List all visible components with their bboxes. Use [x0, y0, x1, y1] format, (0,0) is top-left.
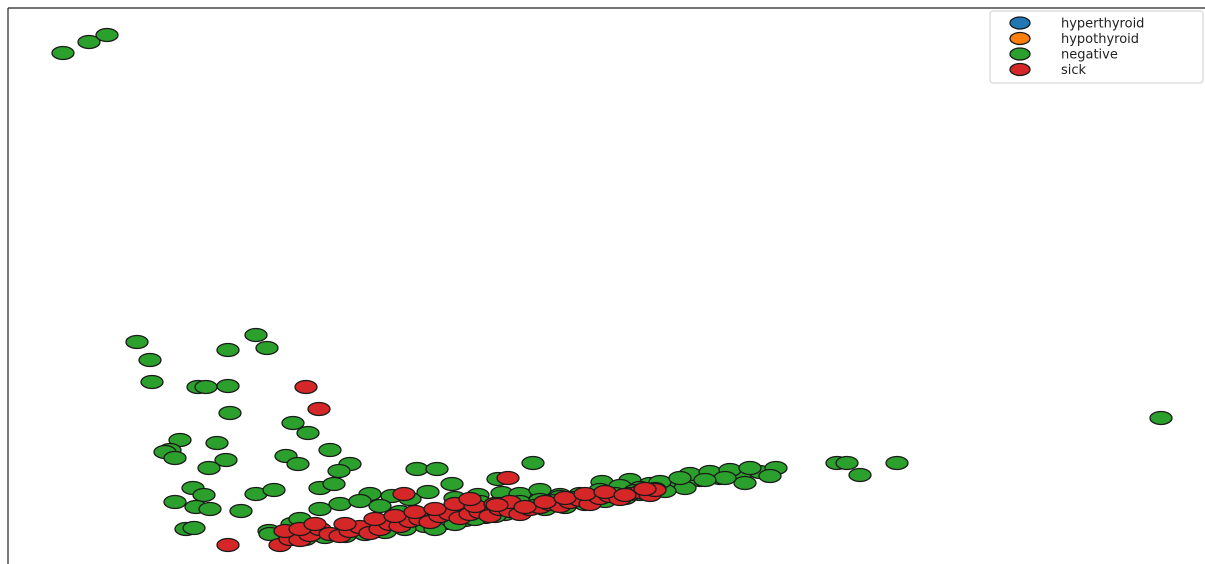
point-negative-104	[368, 498, 392, 514]
legend-frame	[989, 10, 1204, 84]
point-sick-1	[307, 401, 331, 417]
point-sick-49	[383, 508, 407, 524]
point-negative-3	[125, 334, 149, 350]
point-negative-122	[885, 455, 909, 471]
point-negative-12	[218, 405, 242, 421]
point-negative-49	[416, 484, 440, 500]
point-negative-73	[738, 460, 762, 476]
point-sick-51	[423, 501, 447, 517]
point-negative-2	[95, 27, 119, 43]
point-sick-48	[363, 511, 387, 527]
point-negative-23	[318, 442, 342, 458]
legend-marker-sick	[1009, 62, 1031, 77]
point-negative-28	[405, 461, 429, 477]
point-negative-101	[308, 501, 332, 517]
point-negative-10	[194, 379, 218, 395]
point-sick-47	[333, 516, 357, 532]
point-sick-3	[496, 470, 520, 486]
point-negative-20	[214, 452, 238, 468]
point-negative-0	[51, 45, 75, 61]
point-negative-6	[216, 342, 240, 358]
point-sick-60	[593, 484, 617, 500]
legend-label-hyperthyroid: hyperthyroid	[1061, 17, 1144, 32]
point-sick-4	[392, 486, 416, 502]
point-negative-27	[521, 455, 545, 471]
point-sick-58	[553, 490, 577, 506]
point-negative-33	[192, 487, 216, 503]
point-negative-39	[182, 520, 206, 536]
point-negative-5	[140, 374, 164, 390]
point-negative-119	[668, 470, 692, 486]
point-negative-21	[197, 460, 221, 476]
point-negative-30	[440, 476, 464, 492]
point-negative-36	[198, 501, 222, 517]
legend-label-negative: negative	[1061, 48, 1118, 63]
point-sick-62	[633, 481, 657, 497]
point-negative-103	[348, 493, 372, 509]
point-negative-1	[77, 34, 101, 50]
point-negative-102	[328, 496, 352, 512]
point-sick-64	[485, 497, 509, 513]
point-negative-75	[733, 475, 757, 491]
point-negative-45	[322, 476, 346, 492]
point-negative-26	[286, 456, 310, 472]
point-negative-37	[229, 503, 253, 519]
points-layer	[51, 27, 1173, 553]
point-negative-34	[163, 494, 187, 510]
point-negative-8	[255, 340, 279, 356]
legend-marker-hypothyroid	[1009, 31, 1031, 46]
point-sick-0	[294, 379, 318, 395]
point-sick-2	[216, 537, 240, 553]
point-sick-57	[533, 494, 557, 510]
point-negative-43	[262, 482, 286, 498]
point-sick-63	[458, 491, 482, 507]
point-negative-19	[163, 450, 187, 466]
point-negative-121	[835, 455, 859, 471]
point-negative-25	[327, 463, 351, 479]
point-negative-11	[216, 378, 240, 394]
point-negative-4	[138, 352, 162, 368]
point-negative-14	[296, 425, 320, 441]
point-negative-7	[244, 327, 268, 343]
point-sick-61	[613, 487, 637, 503]
point-sick-56	[513, 499, 537, 515]
point-negative-124	[1149, 410, 1173, 426]
legend-marker-hyperthyroid	[1009, 16, 1031, 30]
point-negative-77	[693, 472, 717, 488]
point-negative-76	[713, 470, 737, 486]
legend-label-hypothyroid: hypothyroid	[1061, 32, 1139, 47]
point-negative-74	[758, 468, 782, 484]
point-sick-50	[403, 504, 427, 520]
point-negative-17	[205, 435, 229, 451]
point-negative-13	[281, 415, 305, 431]
legend-marker-negative	[1009, 47, 1031, 61]
point-negative-29	[425, 461, 449, 477]
point-negative-123	[848, 467, 872, 483]
legend-label-sick: sick	[1061, 63, 1087, 78]
point-sick-59	[573, 486, 597, 502]
point-sick-46	[303, 516, 327, 532]
